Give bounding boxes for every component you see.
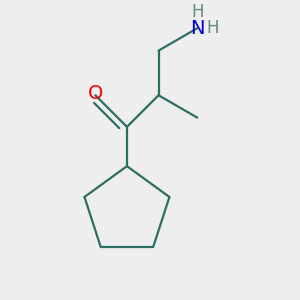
Text: H: H (207, 19, 219, 37)
Text: H: H (191, 3, 203, 21)
Text: N: N (190, 19, 205, 38)
Text: O: O (88, 84, 103, 103)
